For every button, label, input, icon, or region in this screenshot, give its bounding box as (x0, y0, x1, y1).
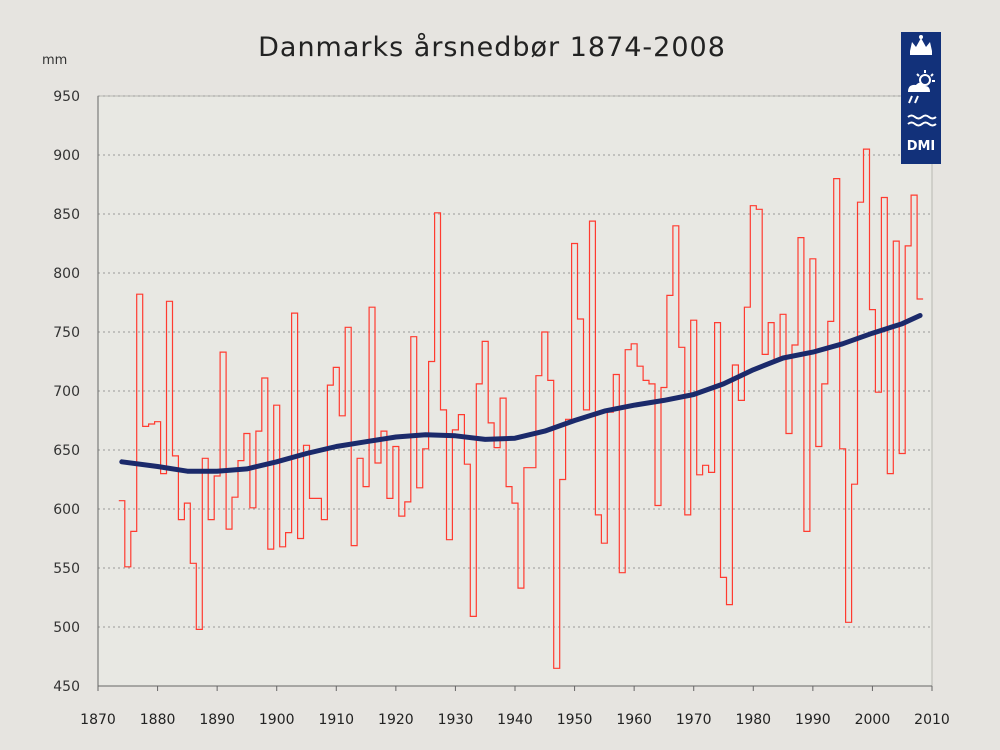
dmi-logo: DMI (901, 32, 941, 164)
y-tick-label: 900 (53, 148, 80, 164)
y-tick-label: 800 (53, 266, 80, 282)
x-tick-label: 2000 (855, 712, 891, 728)
y-unit-label: mm (42, 53, 67, 68)
x-tick-label: 1970 (676, 712, 712, 728)
annual-precipitation-line (118, 148, 924, 669)
x-tick-label: 2010 (914, 712, 950, 728)
crown-icon (910, 35, 932, 55)
x-tick-label: 1880 (140, 712, 176, 728)
chart-title: Danmarks årsnedbør 1874-2008 (258, 32, 726, 63)
y-tick-label: 850 (53, 207, 80, 223)
x-tick-label: 1870 (80, 712, 116, 728)
x-tick-label: 1910 (318, 712, 354, 728)
y-tick-label: 450 (53, 679, 80, 695)
x-tick-label: 1980 (735, 712, 771, 728)
y-tick-label: 950 (53, 89, 80, 105)
y-tick-label: 750 (53, 325, 80, 341)
x-tick-label: 1940 (497, 712, 533, 728)
x-tick-label: 1950 (557, 712, 593, 728)
waves-icon (907, 114, 937, 127)
x-tick-label: 1960 (616, 712, 652, 728)
y-tick-label: 500 (53, 620, 80, 636)
x-tick-label: 1900 (259, 712, 295, 728)
y-tick-label: 700 (53, 384, 80, 400)
weather-icon (908, 70, 935, 104)
y-tick-label: 550 (53, 561, 80, 577)
x-tick-label: 1890 (199, 712, 235, 728)
dmi-logo-text: DMI (907, 139, 936, 154)
y-tick-label: 600 (53, 502, 80, 518)
y-tick-labels: 450 500 550 600 650 700 750 800 850 900 950 (53, 89, 80, 695)
x-tick-label: 1930 (438, 712, 474, 728)
y-tick-label: 650 (53, 443, 80, 459)
x-tick-label: 1920 (378, 712, 414, 728)
x-tick-label: 1990 (795, 712, 831, 728)
smoothed-trend-line (119, 313, 923, 474)
data-series (118, 148, 924, 669)
x-tick-labels: 1870 1880 1890 1900 1910 1920 1930 1940 1950 1960… (80, 686, 950, 728)
